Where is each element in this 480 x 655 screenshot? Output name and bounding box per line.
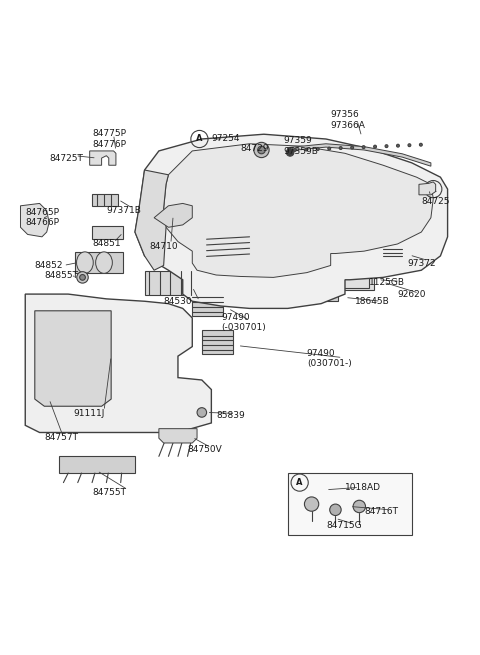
Text: 85839: 85839 [216, 411, 245, 421]
Bar [202, 232, 259, 258]
Bar [326, 269, 373, 290]
Text: 97490
(-030701): 97490 (-030701) [221, 313, 265, 333]
Bar [92, 194, 118, 206]
Text: 84710: 84710 [149, 242, 178, 251]
Circle shape [305, 148, 308, 151]
Text: 84852: 84852 [35, 261, 63, 270]
Text: 84716T: 84716T [364, 507, 398, 515]
Text: 97371B: 97371B [107, 206, 141, 215]
Circle shape [362, 145, 365, 149]
Bar [383, 246, 402, 259]
Text: 97356
97366A: 97356 97366A [331, 110, 366, 130]
PathPatch shape [164, 143, 433, 277]
Bar [312, 293, 338, 301]
Text: 1018AD: 1018AD [345, 483, 381, 492]
Circle shape [330, 504, 341, 515]
PathPatch shape [35, 310, 111, 406]
Text: 84530: 84530 [164, 297, 192, 306]
PathPatch shape [419, 182, 436, 195]
PathPatch shape [135, 134, 447, 309]
Circle shape [420, 143, 422, 146]
Text: 91111J: 91111J [73, 409, 104, 418]
Text: 84725T: 84725T [49, 153, 83, 162]
Text: 92620: 92620 [397, 290, 426, 299]
Circle shape [254, 142, 269, 158]
Circle shape [373, 145, 376, 148]
PathPatch shape [159, 428, 197, 443]
Circle shape [339, 147, 342, 149]
Text: 97254: 97254 [211, 134, 240, 143]
Circle shape [80, 274, 85, 280]
Circle shape [258, 146, 265, 154]
Circle shape [351, 146, 354, 149]
Text: 1125GB: 1125GB [369, 278, 405, 287]
Circle shape [197, 407, 206, 417]
Text: 97372: 97372 [407, 259, 436, 268]
Text: 84750V: 84750V [188, 445, 222, 454]
Text: 84775P
84776P: 84775P 84776P [92, 129, 126, 149]
Text: A: A [196, 134, 203, 143]
Bar [92, 226, 123, 239]
Circle shape [286, 149, 294, 156]
Bar [331, 272, 369, 288]
Text: 97359
97359B: 97359 97359B [283, 136, 318, 156]
Text: 84855T: 84855T [44, 271, 78, 280]
Bar [192, 293, 223, 316]
PathPatch shape [288, 143, 431, 166]
Circle shape [408, 143, 411, 147]
Text: A: A [297, 478, 303, 487]
Bar [288, 473, 412, 535]
PathPatch shape [25, 294, 211, 432]
Ellipse shape [96, 252, 112, 273]
Circle shape [316, 147, 319, 151]
Circle shape [385, 145, 388, 147]
PathPatch shape [135, 170, 168, 271]
Text: 84715G: 84715G [326, 521, 361, 530]
Text: 84725: 84725 [421, 196, 450, 206]
PathPatch shape [154, 204, 192, 227]
Text: A: A [430, 185, 436, 194]
Text: 84757T: 84757T [44, 433, 78, 441]
Text: 18645B: 18645B [355, 297, 389, 306]
PathPatch shape [21, 204, 49, 237]
Text: 97490
(030701-): 97490 (030701-) [307, 349, 351, 368]
Bar [39, 318, 107, 402]
Bar [144, 271, 202, 295]
Ellipse shape [76, 252, 93, 273]
Circle shape [353, 500, 365, 513]
PathPatch shape [90, 151, 116, 165]
Circle shape [293, 149, 296, 151]
Circle shape [77, 272, 88, 283]
Text: 84851: 84851 [92, 240, 120, 248]
Circle shape [328, 147, 331, 150]
Bar [75, 252, 123, 273]
Text: 84755T: 84755T [92, 487, 126, 496]
Circle shape [304, 497, 319, 512]
Text: 84729: 84729 [240, 144, 268, 153]
Circle shape [396, 144, 399, 147]
Bar [202, 330, 233, 354]
Bar [59, 457, 135, 473]
Text: 84765P
84766P: 84765P 84766P [25, 208, 59, 227]
